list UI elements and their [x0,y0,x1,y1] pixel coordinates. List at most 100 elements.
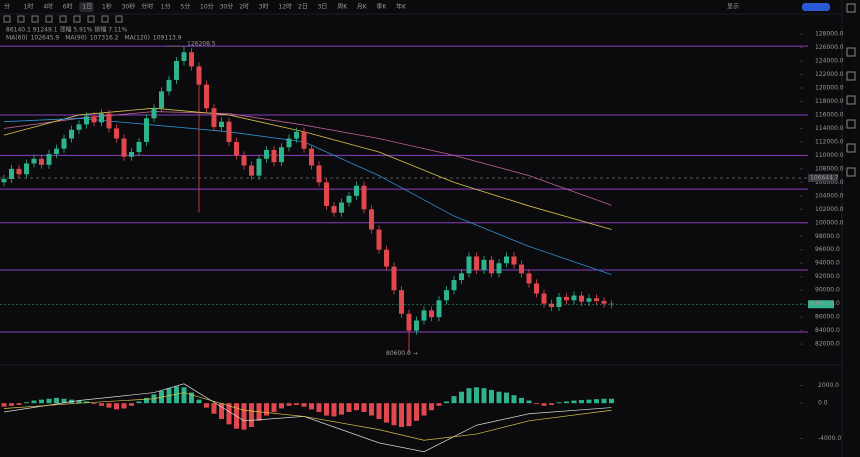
legend-value: 109113.9 [153,35,182,42]
macd-bar [301,403,307,407]
macd-bar [279,403,284,409]
macd-bar [226,403,232,425]
macd-bar [376,403,382,420]
icon[interactable] [846,167,856,177]
icon[interactable] [846,119,856,129]
timeframe-tab[interactable]: 1分 [161,3,171,11]
legend-name: MA(120) [125,35,150,42]
candle-body [46,154,52,165]
icon[interactable] [73,15,81,23]
legend-name: MA(60) [6,35,28,42]
icon[interactable] [17,15,25,23]
icon[interactable] [115,15,123,23]
macd-bar [211,403,217,414]
icon[interactable] [101,15,109,23]
candle-body [316,165,322,183]
mode-badge[interactable] [802,3,830,11]
timeframe-tab[interactable]: 年K [396,3,407,11]
icon[interactable] [846,71,856,81]
candle-body [549,303,554,308]
timeframe-tab[interactable]: 1时 [24,3,34,11]
macd-bar [541,403,547,406]
timeframe-tab[interactable]: 分时 [141,3,153,11]
sidebar-icons [846,3,856,177]
macd-bar [1,403,7,407]
candle-body [256,158,262,176]
last-price-tag [808,300,834,309]
timeframe-tab[interactable]: 6时 [63,3,73,11]
timeframe-tab[interactable]: 10分 [200,3,214,11]
candle-body [264,149,269,159]
candle-body [286,138,292,148]
macd-bar [571,400,577,404]
timeframe-tab[interactable]: 分 [4,3,10,11]
candle-body [121,138,127,157]
y-tick-label: 108000.0 [815,165,844,172]
timeframe-tab[interactable]: 2日 [298,4,308,11]
candle-body [211,108,217,128]
macd-bar [354,403,359,411]
y-tick-label: 114000.0 [815,125,844,132]
macd-bar [421,403,427,416]
timeframe-tab[interactable]: 2时 [239,3,249,11]
y-tick-label: 100000.0 [815,219,844,226]
macd-line [3,392,612,441]
icon[interactable] [3,15,11,23]
timeframe-tab[interactable]: 周K [337,4,348,11]
last-price-label: 87913.5 [810,301,835,308]
macd-bar [9,403,14,406]
y-tick-label: 116000.0 [815,111,844,118]
timeframe-tab[interactable]: 30分 [220,3,234,11]
toolbar-button[interactable]: 显示 [727,4,739,11]
candle-body [31,158,37,164]
candle-body [39,158,44,165]
icon[interactable] [846,47,856,57]
macd-bar [196,399,202,404]
timeframe-tab[interactable]: 12时 [278,3,292,11]
icon[interactable] [87,15,95,23]
macd-bar [61,398,67,404]
macd-bar [249,403,254,427]
y-tick-label: 112000.0 [815,138,844,145]
candle-body [511,256,517,265]
icon[interactable] [31,15,39,23]
timeframe-tab[interactable]: 3日 [318,4,328,11]
macd-bar [594,399,599,404]
macd-bar [129,403,134,406]
candle-body [436,300,442,318]
icon[interactable] [846,3,856,13]
macd-bar [99,403,104,406]
candle-body [556,296,562,308]
macd-bar [16,403,22,405]
candle-body [271,149,277,163]
timeframe-tab[interactable]: 30秒 [122,3,136,11]
icon[interactable] [846,95,856,105]
candle-body [129,152,134,157]
icon[interactable] [59,15,67,23]
info-line: 86140.1 91249.1 涨幅 5.91% 振幅 7.11% [6,26,128,34]
macd-bar [556,402,562,404]
macd-bar [309,403,314,410]
timeframe-tab[interactable]: 月K [357,4,368,11]
macd-bar [526,400,532,404]
timeframe-tab[interactable]: 3时 [259,3,269,11]
icon[interactable] [846,143,856,153]
timeframe-tab[interactable]: 4时 [43,3,53,11]
candle-body [234,141,239,156]
candle-body [601,300,607,304]
candle-body [249,165,254,176]
y-tick-label: 118000.0 [815,98,844,105]
candle-body [526,273,532,284]
macd-tick-label: 2000.0 [818,382,839,389]
timeframe-tab[interactable]: 5分 [180,3,190,11]
timeframe-tab[interactable]: 季K [376,3,387,11]
icon[interactable] [45,15,53,23]
macd-bar [219,403,224,420]
candle-body [76,124,82,130]
high-annotation: 126208.5 [187,41,216,48]
candle-body [181,52,187,62]
timeframe-tab[interactable]: 1日 [82,4,92,11]
macd-bar [436,403,442,406]
candle-body [84,116,89,125]
timeframe-tab[interactable]: 1秒 [102,3,112,11]
